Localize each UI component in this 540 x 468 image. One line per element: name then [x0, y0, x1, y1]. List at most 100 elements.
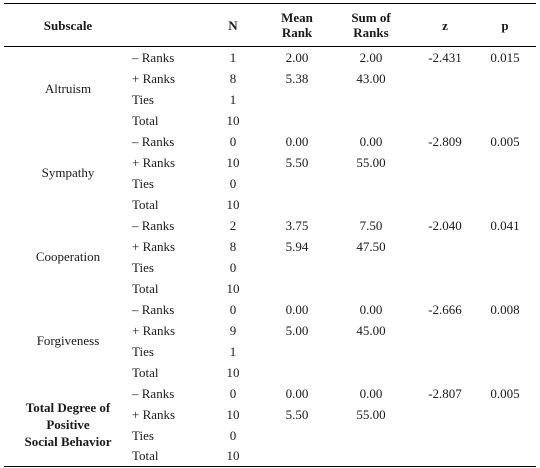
- cell-n: 0: [229, 301, 237, 317]
- subscale-label-line: Total Degree of: [25, 399, 111, 415]
- table-row: Ties 1: [4, 341, 536, 362]
- cell-z: -2.431: [428, 49, 462, 65]
- cell-sum-ranks: [326, 446, 416, 467]
- cell-z: [416, 236, 474, 257]
- rank-type: + Ranks: [132, 322, 176, 338]
- cell-mean-rank: 5.50: [285, 406, 309, 422]
- cell-sum-ranks: [326, 341, 416, 362]
- cell-sum-ranks: 43.00: [356, 70, 386, 86]
- wilcoxon-results-table: Subscale N Mean Rank Sum of Ranks z p Al…: [4, 3, 536, 467]
- cell-mean-rank: [268, 446, 326, 467]
- cell-p: 0.041: [490, 217, 520, 233]
- cell-p: [474, 404, 536, 425]
- cell-n: 0: [229, 259, 237, 275]
- cell-sum-ranks: [326, 362, 416, 383]
- cell-sum-ranks: [326, 278, 416, 299]
- cell-p: [474, 278, 536, 299]
- cell-n: 0: [229, 175, 237, 191]
- subscale-label-line: Social Behavior: [24, 433, 112, 449]
- cell-z: [416, 257, 474, 278]
- cell-z: -2.807: [428, 385, 462, 401]
- cell-n: 1: [229, 343, 237, 359]
- cell-sum-ranks: [326, 257, 416, 278]
- cell-z: -2.809: [428, 133, 462, 149]
- rank-type: Total: [132, 280, 159, 296]
- table-row: Total 10: [4, 110, 536, 131]
- cell-mean-rank: [268, 425, 326, 446]
- cell-p: [474, 236, 536, 257]
- cell-mean-rank: [268, 257, 326, 278]
- cell-mean-rank: 5.38: [285, 70, 309, 86]
- table-row: Ties 0: [4, 257, 536, 278]
- header-sum-ranks-line2: Ranks: [353, 25, 389, 40]
- cell-mean-rank: [268, 89, 326, 110]
- cell-mean-rank: 5.94: [285, 238, 309, 254]
- rank-type: + Ranks: [132, 406, 176, 422]
- table-row: Ties 1: [4, 89, 536, 110]
- table-row: + Ranks 10 5.50 55.00: [4, 404, 536, 425]
- cell-sum-ranks: 0.00: [359, 301, 383, 317]
- cell-mean-rank: 0.00: [285, 133, 309, 149]
- rank-type: – Ranks: [132, 133, 175, 149]
- table-row: Ties 0: [4, 173, 536, 194]
- cell-sum-ranks: 47.50: [356, 238, 386, 254]
- cell-n: 10: [226, 406, 240, 422]
- table-row: + Ranks 8 5.38 43.00: [4, 68, 536, 89]
- cell-sum-ranks: 7.50: [359, 217, 383, 233]
- cell-sum-ranks: 0.00: [359, 385, 383, 401]
- cell-n: 10: [226, 280, 240, 296]
- rank-type: Ties: [132, 343, 154, 359]
- cell-mean-rank: 2.00: [285, 49, 309, 65]
- cell-z: [416, 320, 474, 341]
- cell-p: [474, 152, 536, 173]
- cell-p: 0.005: [490, 133, 520, 149]
- header-z: z: [442, 17, 448, 33]
- rank-type: – Ranks: [132, 301, 175, 317]
- cell-mean-rank: 5.50: [285, 154, 309, 170]
- rank-type: Total: [132, 364, 159, 380]
- cell-n: 8: [229, 70, 237, 86]
- cell-n: 0: [229, 133, 237, 149]
- cell-z: [416, 404, 474, 425]
- table-row: Forgiveness – Ranks 0 0.00 0.00 -2.666 0…: [4, 299, 536, 349]
- rank-type: Total: [132, 448, 159, 464]
- cell-z: -2.666: [428, 301, 462, 317]
- cell-p: 0.015: [490, 49, 520, 65]
- cell-sum-ranks: [326, 89, 416, 110]
- cell-n: 10: [226, 448, 240, 464]
- table-body: Altruism – Ranks 1 2.00 2.00 -2.431 0.01…: [4, 47, 536, 467]
- table-row: Total 10: [4, 446, 536, 467]
- rank-type: Ties: [132, 259, 154, 275]
- header-sum-ranks-line1: Sum of: [351, 10, 391, 25]
- cell-z: [416, 110, 474, 131]
- cell-z: [416, 425, 474, 446]
- cell-sum-ranks: 55.00: [356, 406, 386, 422]
- cell-z: [416, 89, 474, 110]
- cell-mean-rank: [268, 278, 326, 299]
- table-row: Altruism – Ranks 1 2.00 2.00 -2.431 0.01…: [4, 47, 536, 97]
- subscale-label: Cooperation: [35, 249, 101, 264]
- rank-type: Total: [132, 112, 159, 128]
- subscale-label-line: Positive: [46, 416, 90, 432]
- cell-n: 10: [226, 364, 240, 380]
- cell-z: [416, 152, 474, 173]
- cell-sum-ranks: 2.00: [359, 49, 383, 65]
- cell-n: 2: [229, 217, 237, 233]
- cell-p: [474, 341, 536, 362]
- table-row: Sympathy – Ranks 0 0.00 0.00 -2.809 0.00…: [4, 131, 536, 181]
- table-row: + Ranks 10 5.50 55.00: [4, 152, 536, 173]
- cell-n: 8: [229, 238, 237, 254]
- table-row: + Ranks 9 5.00 45.00: [4, 320, 536, 341]
- subscale-label: Forgiveness: [36, 333, 100, 348]
- rank-type: + Ranks: [132, 70, 176, 86]
- header-rank-type: [132, 4, 198, 47]
- cell-n: 9: [229, 322, 237, 338]
- cell-p: [474, 68, 536, 89]
- rank-type: + Ranks: [132, 154, 176, 170]
- rank-type: Ties: [132, 175, 154, 191]
- cell-mean-rank: 3.75: [285, 217, 309, 233]
- cell-mean-rank: 5.00: [285, 322, 309, 338]
- cell-sum-ranks: [326, 110, 416, 131]
- cell-mean-rank: 0.00: [285, 301, 309, 317]
